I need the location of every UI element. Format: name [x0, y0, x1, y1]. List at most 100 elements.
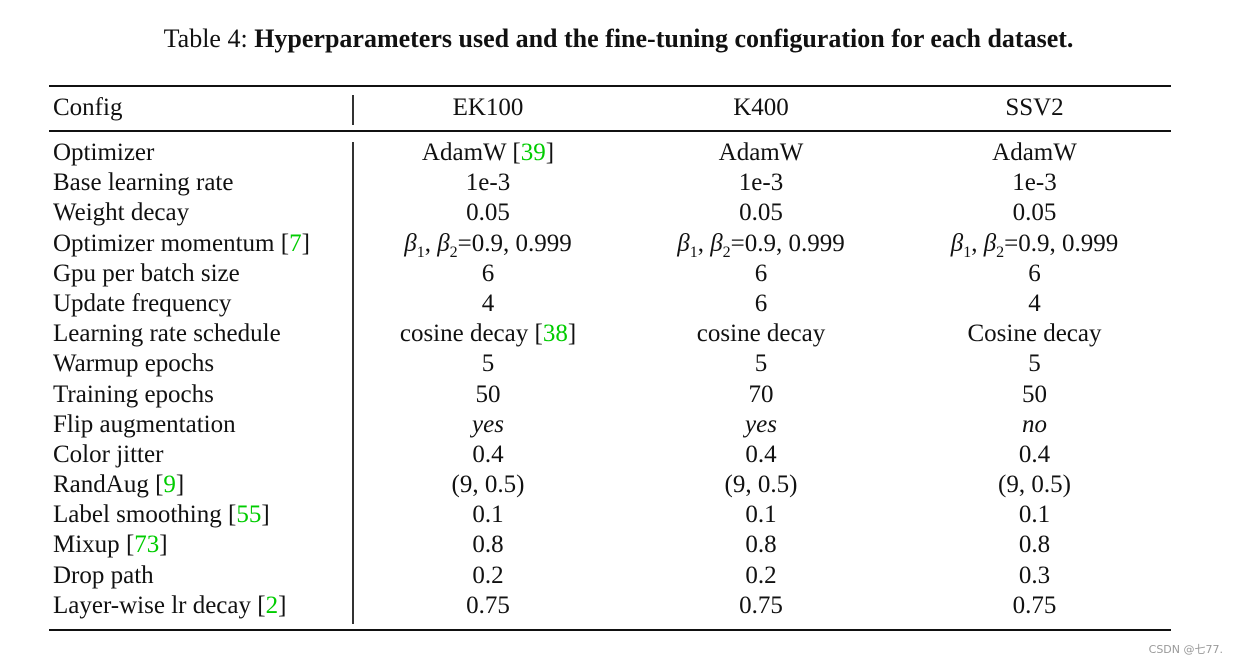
table-row: Flip augmentation yes yes no — [0, 410, 1237, 440]
value-ek100: yes — [472, 410, 504, 438]
value-ssv2: 4 — [1028, 289, 1041, 317]
config-label: Flip augmentation — [53, 410, 236, 440]
table-row: Optimizer momentum [7] β1, β2=0.9, 0.999 β… — [0, 229, 1237, 261]
body-column-divider — [352, 142, 354, 624]
value-ek100: 6 — [481, 259, 495, 287]
value-ek100: 0.8 — [472, 531, 504, 559]
config-name: Optimizer momentum — [53, 229, 275, 257]
table-row: Weight decay 0.05 0.05 0.05 — [0, 198, 1237, 228]
table-row: Drop path 0.2 0.2 0.3 — [0, 561, 1237, 591]
value-k400: 70 — [748, 380, 774, 408]
value-ek100: AdamW [39] — [421, 139, 555, 166]
citation-link[interactable]: 2 — [265, 591, 279, 619]
table-row: Layer-wise lr decay [2] 0.75 0.75 0.75 — [0, 591, 1237, 621]
config-name: Weight decay — [53, 199, 190, 227]
config-label: Weight decay — [53, 198, 189, 228]
value-ek100: 0.1 — [472, 501, 504, 529]
value-k400: yes — [745, 410, 777, 438]
config-name: Color jitter — [53, 440, 164, 468]
table-row: Color jitter 0.4 0.4 0.4 — [0, 440, 1237, 470]
value-ssv2: 0.8 — [1018, 531, 1051, 559]
table-row: Base learning rate 1e-3 1e-3 1e-3 — [0, 168, 1237, 198]
table-row: Gpu per batch size 6 6 6 — [0, 259, 1237, 289]
config-name: Drop path — [53, 561, 154, 589]
table-row: Learning rate schedule cosine decay [38] c… — [0, 319, 1237, 349]
bottom-rule — [49, 629, 1171, 631]
header-ek100: EK100 — [452, 94, 524, 121]
header-config: Config — [53, 94, 123, 121]
config-name: RandAug — [53, 471, 149, 499]
value-ssv2: no — [1022, 410, 1047, 438]
config-label: RandAug [9] — [53, 471, 185, 499]
value-ek100: 0.2 — [472, 561, 504, 589]
value-k400: 6 — [754, 289, 768, 317]
table-row: Warmup epochs 5 5 5 — [0, 349, 1237, 379]
config-name: Learning rate schedule — [53, 320, 281, 348]
table-row: Mixup [73] 0.8 0.8 0.8 — [0, 530, 1237, 560]
value-ek100: 4 — [481, 289, 495, 317]
header-ssv2: SSV2 — [1005, 94, 1064, 121]
config-label: Optimizer — [53, 138, 154, 168]
value-ek100: 1e-3 — [465, 169, 511, 197]
config-label: Drop path — [53, 561, 154, 591]
value-k400: 0.1 — [745, 501, 777, 529]
value-k400: 0.05 — [739, 199, 783, 227]
value-ssv2: 0.4 — [1018, 440, 1051, 468]
table-caption: Table 4: Hyperparameters used and the fi… — [0, 22, 1237, 56]
value-k400: (9, 0.5) — [724, 471, 798, 499]
citation-link[interactable]: 7 — [289, 229, 302, 257]
value-k400: 6 — [754, 259, 768, 287]
config-label: Layer-wise lr decay [2] — [53, 591, 287, 619]
value-k400: cosine decay — [696, 320, 826, 348]
value-ek100: cosine decay [38] — [399, 320, 577, 348]
value-k400: 0.2 — [745, 561, 777, 589]
header-k400: K400 — [733, 94, 789, 121]
value-ssv2: 0.75 — [1012, 591, 1057, 619]
value-ek100: 50 — [475, 380, 501, 408]
config-label: Base learning rate — [53, 168, 233, 198]
value-ssv2: Cosine decay — [967, 320, 1102, 348]
value-ssv2: 0.05 — [1012, 199, 1057, 227]
config-name: Update frequency — [53, 289, 232, 317]
table-header-row: Config EK100 K400 SSV2 — [0, 90, 1237, 126]
value-ssv2: (9, 0.5) — [998, 471, 1071, 499]
value-k400: 0.75 — [739, 591, 783, 619]
config-label: Training epochs — [53, 380, 214, 410]
value-ssv2: 6 — [1028, 259, 1041, 287]
table-body: Optimizer AdamW [39] AdamW AdamW Base learni… — [0, 138, 1237, 621]
config-name: Flip augmentation — [53, 410, 236, 438]
config-label: Optimizer momentum [7] — [53, 229, 310, 257]
citation-link[interactable]: 38 — [542, 320, 568, 348]
value-ek100: 5 — [481, 350, 495, 378]
value-k400: 0.4 — [745, 440, 777, 468]
citation-link[interactable]: 9 — [163, 471, 176, 499]
value-k400: 0.8 — [745, 531, 777, 559]
citation-link[interactable]: 73 — [134, 531, 160, 559]
value-ssv2: 5 — [1028, 350, 1041, 378]
config-name: Optimizer — [53, 139, 155, 166]
value-k400: β1, β2=0.9, 0.999 — [677, 229, 845, 261]
caption-label: Table 4: — [163, 24, 248, 53]
config-name: Warmup epochs — [53, 350, 215, 378]
table-row: Update frequency 4 6 4 — [0, 289, 1237, 319]
config-label: Label smoothing [55] — [53, 501, 270, 529]
value-ek100: 0.4 — [472, 440, 504, 468]
config-name: Training epochs — [53, 380, 214, 408]
config-name: Gpu per batch size — [53, 259, 240, 287]
config-name: Layer-wise lr decay — [53, 591, 251, 619]
watermark: CSDN @七77. — [1148, 643, 1223, 656]
header-rule — [49, 130, 1171, 132]
config-label: Color jitter — [53, 440, 163, 470]
value-k400: 5 — [754, 350, 768, 378]
value-ek100: 0.75 — [466, 591, 510, 619]
config-label: Learning rate schedule — [53, 319, 281, 349]
config-label: Mixup [73] — [53, 531, 168, 559]
citation-link[interactable]: 55 — [236, 501, 262, 529]
value-ssv2: 50 — [1022, 380, 1047, 408]
top-rule — [49, 85, 1171, 87]
value-ssv2: β1, β2=0.9, 0.999 — [950, 229, 1119, 261]
value-ssv2: 0.3 — [1018, 561, 1051, 589]
value-ssv2: 1e-3 — [1012, 169, 1057, 197]
config-name: Mixup — [53, 531, 120, 559]
citation-link[interactable]: 39 — [520, 139, 546, 166]
